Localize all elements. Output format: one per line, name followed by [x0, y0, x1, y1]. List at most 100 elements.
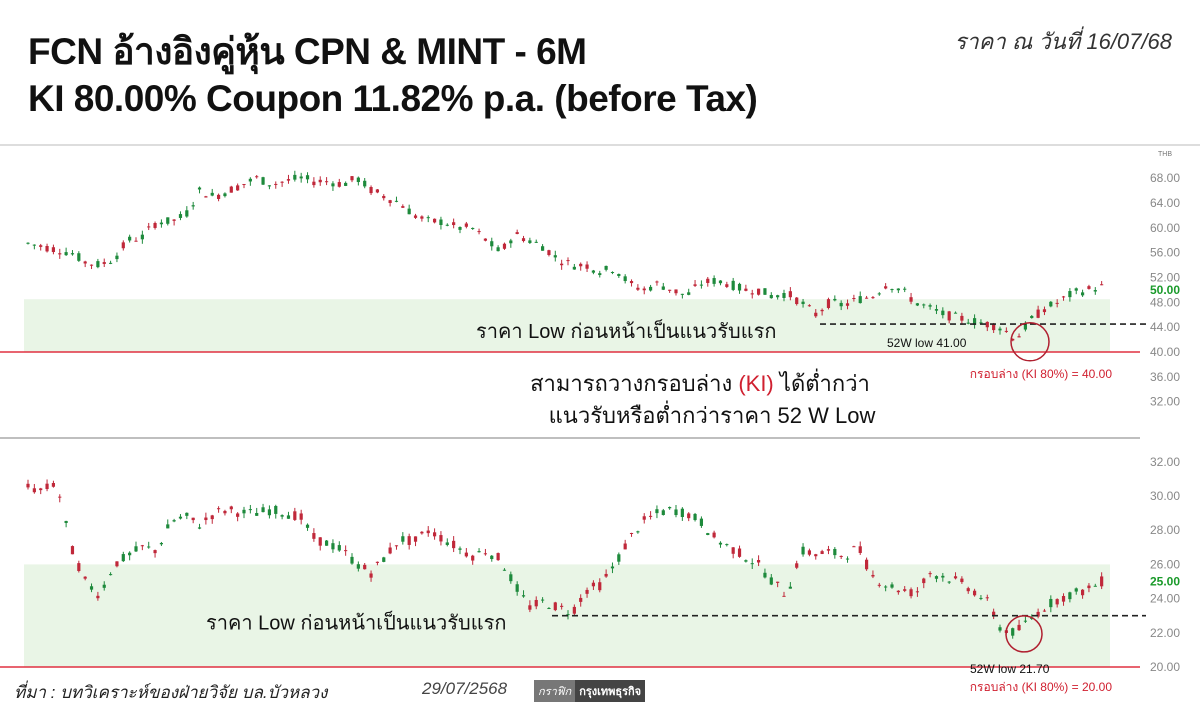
- mint-candle-body: [445, 542, 449, 545]
- mint-candle-body: [668, 507, 672, 509]
- cpn-candle-body: [337, 182, 341, 187]
- mint-candle-body: [744, 560, 748, 562]
- cpn-candle-body: [579, 263, 583, 267]
- cpn-candle-body: [788, 291, 792, 298]
- cpn-candle-body: [26, 242, 30, 244]
- cpn-axis: 40.00 44.00 48.00 52.00 56.00 60.00 64.00 68.00…: [1150, 171, 1180, 409]
- mint-candle-body: [312, 533, 316, 539]
- cpn-candle-body: [763, 288, 767, 295]
- cpn-candle-body: [922, 304, 926, 306]
- cpn-candle-body: [534, 241, 538, 243]
- mint-candle-body: [858, 546, 862, 553]
- mint-candle-body: [134, 546, 138, 552]
- mint-y-tick-label: 20.00: [1150, 660, 1180, 674]
- cpn-candle-body: [96, 261, 100, 268]
- cpn-candle-body: [693, 284, 697, 286]
- cpn-candle-body: [140, 234, 144, 240]
- cpn-candle-body: [350, 176, 354, 181]
- mint-candle-body: [369, 573, 373, 578]
- cpn-candle-body: [185, 210, 189, 217]
- cpn-candle-body: [324, 181, 329, 183]
- mint-candle-body: [782, 595, 786, 597]
- cpn-candle-body: [820, 309, 824, 312]
- mint-candle-body: [852, 546, 856, 548]
- mint-candle-body: [871, 574, 875, 577]
- mint-candle-body: [96, 595, 100, 599]
- mint-candle-body: [890, 584, 894, 588]
- mint-candle-body: [185, 512, 189, 516]
- cpn-candle-body: [191, 205, 195, 207]
- mint-candle-body: [140, 545, 144, 547]
- cpn-candle-body: [204, 196, 208, 198]
- cpn-52w-low-marker: [1010, 322, 1050, 362]
- cpn-candle-body: [801, 301, 805, 305]
- mint-candle-body: [483, 553, 488, 555]
- cpn-candle-body: [172, 219, 176, 221]
- mint-candle-body: [204, 517, 208, 521]
- brand-graphic-tag: กราฟิก: [534, 680, 576, 702]
- cpn-candle-body: [375, 189, 380, 193]
- cpn-candle-body: [458, 227, 462, 230]
- cpn-candle-body: [394, 200, 399, 202]
- mint-last-price: 25.00: [1150, 575, 1180, 589]
- mint-candle-body: [255, 513, 259, 516]
- ki-annotation-line1: สามารถวางกรอบล่าง (KI) ได้ต่ำกว่า: [530, 368, 870, 396]
- cpn-candle-body: [750, 293, 754, 295]
- mint-candle-body: [248, 509, 252, 511]
- cpn-last-price: 50.00: [1150, 283, 1180, 297]
- cpn-candle-body: [610, 272, 615, 274]
- mint-candle-body: [356, 564, 360, 569]
- cpn-candle-body: [661, 286, 665, 290]
- cpn-candle-body: [229, 186, 233, 193]
- mint-candle-body: [833, 548, 837, 556]
- cpn-candle-body: [216, 194, 221, 199]
- mint-candle-body: [58, 496, 62, 498]
- cpn-candle-body: [439, 219, 443, 225]
- mint-candle-body: [712, 532, 716, 538]
- chart-title-line2: KI 80.00% Coupon 11.82% p.a. (before Tax…: [28, 78, 758, 119]
- cpn-candle-body: [528, 240, 532, 243]
- mint-candle-body: [70, 546, 75, 555]
- mint-candle-body: [458, 548, 462, 550]
- cpn-candle-body: [502, 243, 507, 249]
- cpn-candle-body: [769, 295, 773, 299]
- cpn-candle-body: [1087, 286, 1091, 289]
- mint-candle-body: [210, 515, 214, 520]
- mint-candle-body: [903, 589, 907, 591]
- mint-candle-body: [642, 516, 646, 520]
- cpn-candle-body: [648, 286, 653, 291]
- mint-candle-body: [464, 552, 468, 557]
- cpn-candle-body: [903, 288, 907, 290]
- mint-candle-body: [1074, 588, 1078, 592]
- cpn-candle-body: [83, 261, 87, 264]
- mint-candle-body: [166, 524, 170, 529]
- mint-candle-body: [877, 584, 881, 586]
- mint-candle-body: [617, 554, 621, 562]
- mint-candle-body: [845, 558, 850, 560]
- cpn-candle-body: [331, 183, 335, 187]
- mint-candle-body: [674, 509, 678, 516]
- currency-label: THB: [1158, 151, 1172, 158]
- mint-candle-body: [629, 532, 634, 534]
- mint-candle-body: [864, 559, 869, 570]
- cpn-candle-body: [45, 245, 49, 252]
- cpn-candle-body: [655, 281, 659, 283]
- mint-y-tick-label: 22.00: [1150, 626, 1180, 640]
- cpn-candle-body: [617, 273, 621, 276]
- mint-candle-body: [1017, 624, 1021, 631]
- mint-candle-body: [706, 533, 710, 536]
- cpn-candle-body: [909, 297, 913, 302]
- cpn-candle-body: [1074, 288, 1078, 291]
- mint-candle-body: [147, 546, 151, 548]
- mint-candle-body: [77, 563, 81, 571]
- cpn-candle-body: [877, 293, 881, 295]
- mint-candle-body: [191, 517, 195, 521]
- mint-candle-body: [839, 555, 843, 557]
- cpn-candle-body: [807, 305, 812, 307]
- cpn-candle-body: [39, 245, 43, 247]
- cpn-candle-body: [280, 181, 284, 183]
- cpn-candle-body: [223, 193, 227, 197]
- cpn-y-tick-label: 60.00: [1150, 221, 1180, 235]
- cpn-candle-body: [553, 255, 557, 258]
- mint-candle-body: [420, 531, 424, 534]
